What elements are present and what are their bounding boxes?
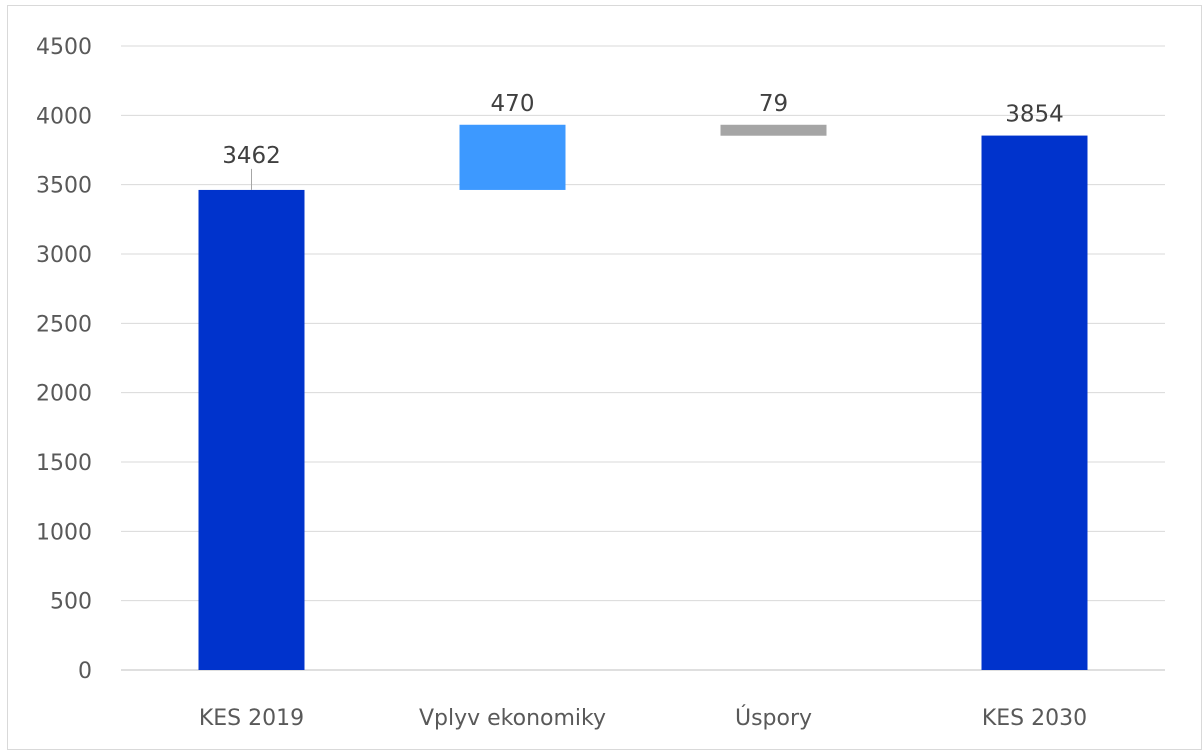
y-tick-label: 4000 bbox=[36, 104, 92, 129]
y-tick-label: 1000 bbox=[36, 520, 92, 545]
data-label: 79 bbox=[759, 91, 788, 117]
bar-decrease bbox=[720, 124, 827, 136]
y-tick-label: 4500 bbox=[36, 35, 92, 60]
y-tick-label: 0 bbox=[78, 659, 92, 684]
y-tick-label: 2000 bbox=[36, 382, 92, 407]
y-tick-label: 2500 bbox=[36, 312, 92, 337]
x-category-label: Úspory bbox=[735, 705, 812, 731]
chart-frame: 0 500 1000 1500 2000 2500 3000 3500 4000 4500 3462… bbox=[7, 5, 1202, 750]
bar-total bbox=[981, 135, 1088, 670]
y-tick-label: 3500 bbox=[36, 174, 92, 199]
x-category-label: KES 2019 bbox=[199, 706, 304, 731]
x-category-label: KES 2030 bbox=[982, 706, 1087, 731]
data-label: 3854 bbox=[1005, 102, 1064, 128]
x-category-label: Vplyv ekonomiky bbox=[419, 706, 606, 731]
waterfall-chart: 0 500 1000 1500 2000 2500 3000 3500 4000 4500 3462… bbox=[36, 35, 1165, 731]
y-tick-label: 500 bbox=[50, 590, 92, 615]
bar-increase bbox=[459, 124, 566, 190]
bar-total bbox=[198, 189, 305, 670]
y-tick-label: 1500 bbox=[36, 451, 92, 476]
data-label: 470 bbox=[491, 91, 535, 117]
data-label: 3462 bbox=[222, 143, 281, 169]
y-tick-label: 3000 bbox=[36, 243, 92, 268]
